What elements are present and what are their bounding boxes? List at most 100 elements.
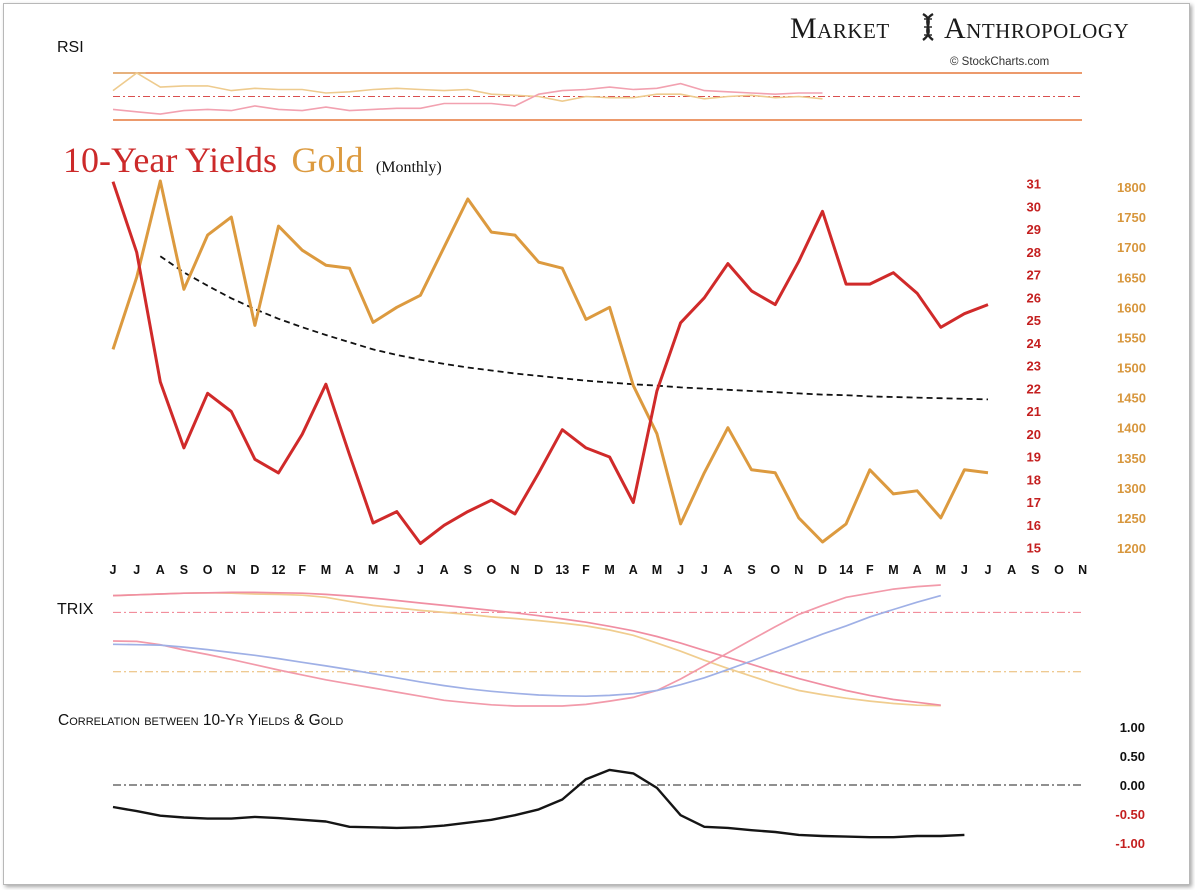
gold-tick-1700: 1700: [1117, 240, 1146, 255]
trix-yields-line: [112, 584, 941, 707]
x-tick-20: F: [582, 563, 590, 577]
gold-tick-1550: 1550: [1117, 330, 1146, 345]
yields-tick-21: 21: [1027, 404, 1041, 419]
gold-tick-1800: 1800: [1117, 180, 1146, 195]
yields-tick-30: 30: [1027, 199, 1041, 214]
price-title: 10-Year Yields Gold (Monthly): [63, 140, 442, 180]
correlation-series: [112, 768, 1082, 839]
x-tick-21: M: [604, 563, 614, 577]
title-monthly: (Monthly): [376, 159, 442, 176]
x-tick-41: N: [1078, 563, 1087, 577]
x-tick-16: O: [487, 563, 497, 577]
gold-tick-1650: 1650: [1117, 270, 1146, 285]
yields-tick-17: 17: [1027, 495, 1041, 510]
correlation-label: Correlation between 10-Yr Yields & Gold: [58, 712, 343, 729]
gold-tick-1750: 1750: [1117, 210, 1146, 225]
x-tick-26: A: [723, 563, 732, 577]
price-series: [111, 179, 989, 545]
gold-axis-ticks: 1800 1750 1700 1650 1600 1550 1500 1450 1400 1350…: [1117, 180, 1146, 556]
yields-tick-19: 19: [1027, 450, 1041, 465]
x-tick-13: J: [417, 563, 424, 577]
x-tick-28: O: [770, 563, 780, 577]
x-tick-23: M: [652, 563, 662, 577]
corr-tick-1.00: 1.00: [1120, 720, 1145, 735]
x-tick-34: A: [913, 563, 922, 577]
rsi-series: [112, 72, 823, 115]
yields-tick-27: 27: [1027, 268, 1041, 283]
gold-tick-1250: 1250: [1117, 511, 1146, 526]
gold-tick-1450: 1450: [1117, 391, 1146, 406]
yields-tick-24: 24: [1027, 336, 1042, 351]
gold-tick-1500: 1500: [1117, 361, 1146, 376]
corr-tick-0.00: 0.00: [1120, 778, 1145, 793]
correlation-line: [112, 768, 965, 839]
x-tick-7: 12: [272, 563, 286, 577]
gold-line: [111, 179, 989, 544]
x-tick-10: A: [345, 563, 354, 577]
yields-tick-23: 23: [1027, 359, 1041, 374]
x-tick-4: O: [203, 563, 213, 577]
trix-reference-lines: [113, 611, 1082, 673]
corr-tick-0.50: 0.50: [1120, 749, 1145, 764]
x-tick-15: S: [464, 563, 472, 577]
corr-tick--1.00: -1.00: [1115, 836, 1145, 851]
x-tick-37: J: [985, 563, 992, 577]
yield-axis-ticks: 31 30 29 28 27 26 25 24 23 22 21 20 19 18 17 16 15: [1027, 177, 1042, 556]
trix-label: TRIX: [57, 601, 94, 618]
x-tick-11: M: [368, 563, 378, 577]
yields-tick-20: 20: [1027, 427, 1041, 442]
x-tick-39: S: [1031, 563, 1039, 577]
yields-line: [111, 181, 989, 545]
x-tick-17: N: [510, 563, 519, 577]
yields-tick-22: 22: [1027, 381, 1041, 396]
rsi-line-gold: [112, 72, 823, 103]
rsi-line-yields: [112, 82, 823, 115]
x-tick-3: S: [180, 563, 188, 577]
x-tick-12: J: [393, 563, 400, 577]
credit-stockcharts: © StockCharts.com: [950, 56, 1049, 68]
x-tick-14: A: [440, 563, 449, 577]
x-tick-32: F: [866, 563, 874, 577]
x-tick-33: M: [888, 563, 898, 577]
x-tick-25: J: [701, 563, 708, 577]
yields-tick-18: 18: [1027, 472, 1041, 487]
trix-yields-line-2: [112, 594, 942, 698]
title-yields: 10-Year Yields: [63, 140, 277, 180]
rsi-label: RSI: [57, 39, 84, 56]
x-tick-0: J: [110, 563, 117, 577]
x-tick-9: M: [321, 563, 331, 577]
trix-series: [112, 584, 942, 707]
gold-tick-1200: 1200: [1117, 541, 1146, 556]
correlation-axis-ticks: 1.00 0.50 0.00 -0.50 -1.00: [1115, 720, 1145, 851]
chart-frame: [3, 3, 1190, 885]
x-tick-31: 14: [839, 563, 853, 577]
gold-tick-1400: 1400: [1117, 421, 1146, 436]
yields-tick-26: 26: [1027, 290, 1041, 305]
x-tick-5: N: [227, 563, 236, 577]
trix-gold-line-2: [112, 591, 941, 707]
x-tick-35: M: [936, 563, 946, 577]
brand-anthropology: Anthropology: [944, 12, 1129, 45]
x-tick-29: N: [794, 563, 803, 577]
x-tick-36: J: [961, 563, 968, 577]
dna-icon: [922, 12, 934, 41]
x-tick-24: J: [677, 563, 684, 577]
corr-tick--0.50: -0.50: [1115, 807, 1145, 822]
x-tick-18: D: [534, 563, 543, 577]
brand-market: Market: [790, 12, 890, 45]
gold-tick-1600: 1600: [1117, 300, 1146, 315]
yields-tick-29: 29: [1027, 222, 1041, 237]
x-tick-1: J: [133, 563, 140, 577]
x-tick-8: F: [298, 563, 306, 577]
yields-tick-16: 16: [1027, 518, 1041, 533]
trend-line: [159, 255, 989, 401]
x-axis-ticks: J J A S O N D 12 F M A M J J A S O N D 13 F M A M J J A S O N D 14 F M A M J…: [110, 563, 1088, 577]
gold-tick-1300: 1300: [1117, 481, 1146, 496]
yields-tick-31: 31: [1027, 177, 1041, 192]
x-tick-30: D: [818, 563, 827, 577]
x-tick-27: S: [747, 563, 755, 577]
title-gold: Gold: [291, 140, 363, 180]
x-tick-19: 13: [555, 563, 569, 577]
yields-tick-25: 25: [1027, 313, 1041, 328]
